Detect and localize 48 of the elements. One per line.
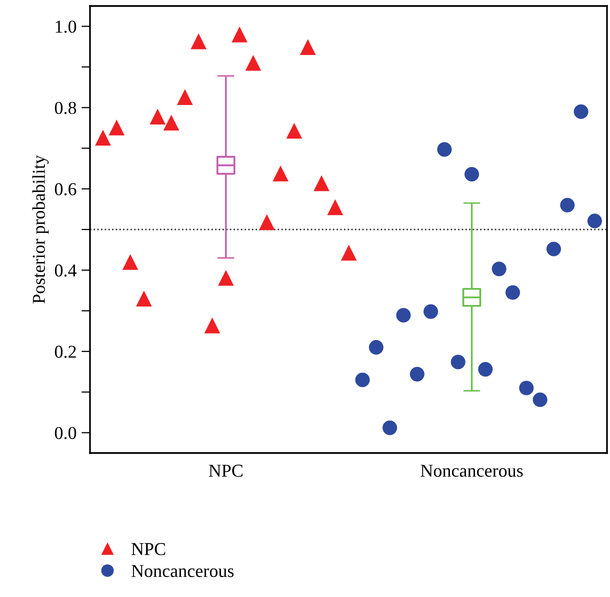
point [190,33,207,50]
point [272,166,288,182]
point [532,392,548,408]
point [492,262,506,276]
point [462,288,482,307]
point [519,380,534,396]
y-tick-label: 0.6 [54,183,76,196]
y-axis-title: Posterior probability [32,155,49,304]
point [355,372,370,388]
point [574,104,588,119]
point [108,120,125,136]
point [478,362,493,377]
point [340,244,357,261]
point [216,156,236,175]
y-tick-label: 0.0 [54,426,76,440]
point [546,242,562,256]
point [218,270,234,286]
point [424,304,438,319]
point [122,254,138,270]
point [245,54,262,71]
point [587,214,602,228]
point [163,114,180,131]
point [327,199,344,216]
legend-label: NPC [131,543,166,556]
point [258,214,275,230]
point [204,317,220,334]
legend-label: Noncancerous [131,565,234,578]
point [560,198,575,212]
point [300,39,316,55]
point [396,308,411,323]
y-tick-label: 0.2 [54,346,76,358]
point [368,340,384,355]
y-tick-label: 0.8 [54,102,76,114]
y-tick-label: 1.0 [56,20,76,33]
point [177,89,193,105]
point [95,130,111,146]
point [437,142,452,157]
point [382,420,398,436]
point [136,290,152,306]
y-tick-label: 0.4 [54,264,77,277]
point [410,366,424,382]
point [286,122,302,139]
point [232,26,248,42]
point [505,285,520,300]
point [450,354,466,370]
point [150,108,166,124]
point [464,166,480,182]
point [314,175,330,192]
